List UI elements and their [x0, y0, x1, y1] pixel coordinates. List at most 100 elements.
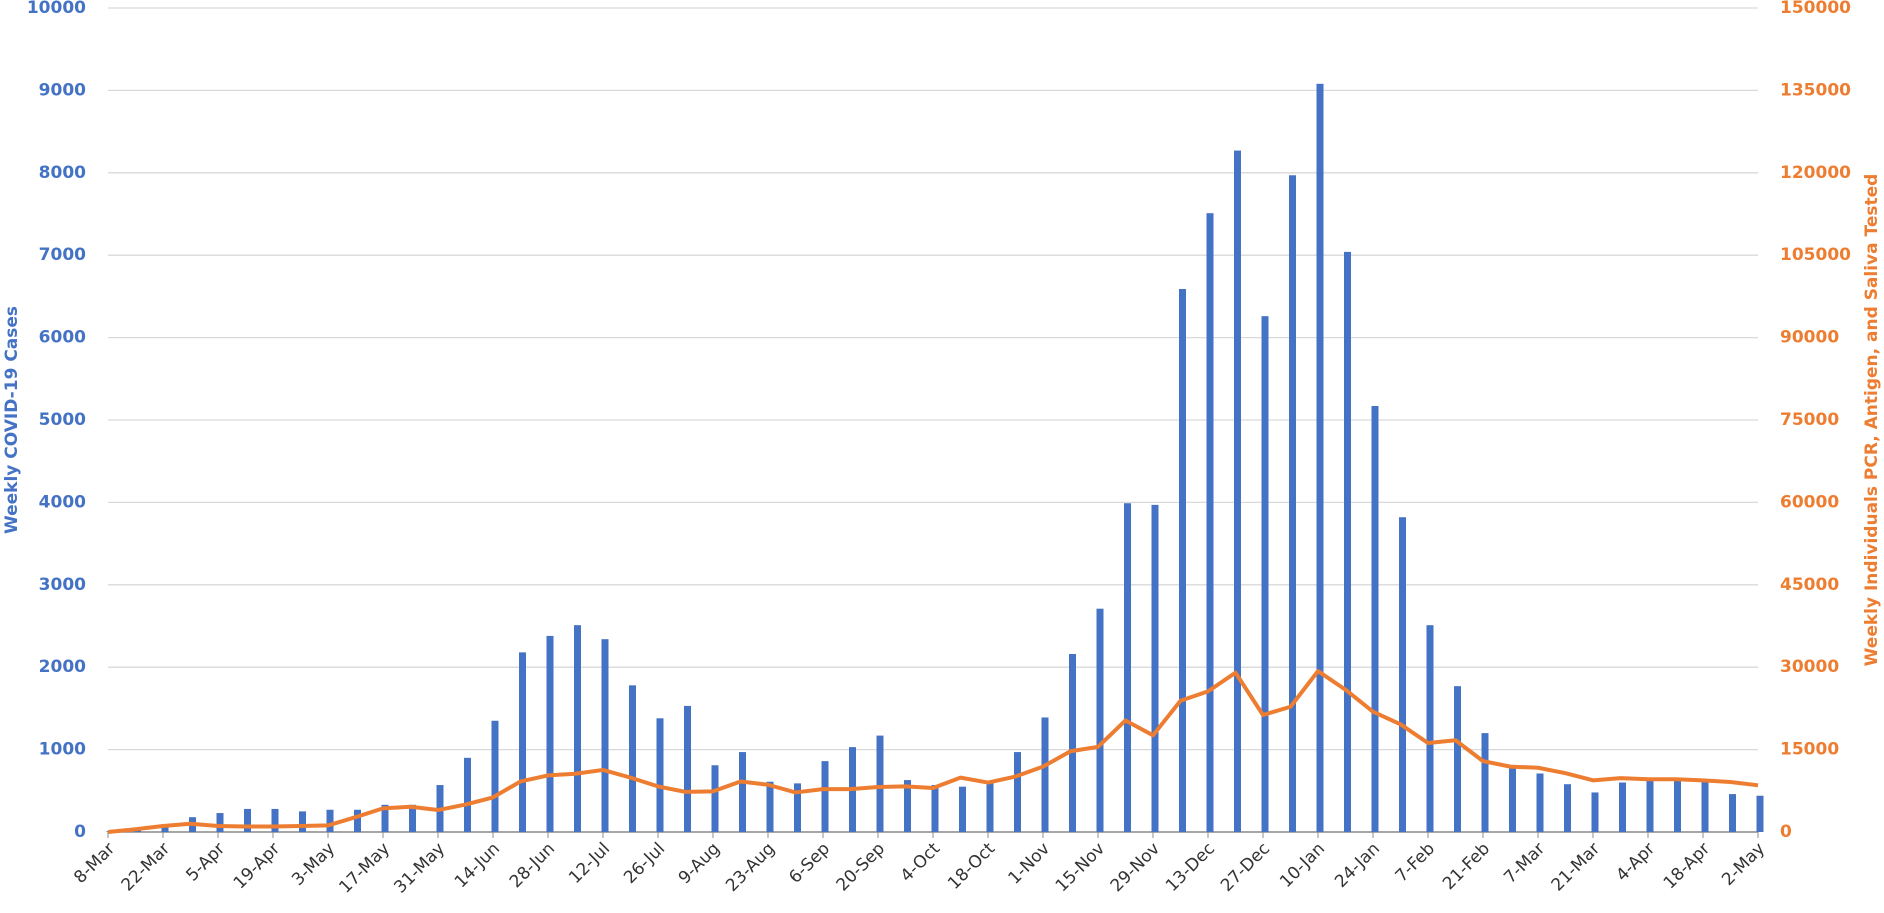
x-tick-label: 22-Mar	[118, 839, 174, 895]
y2-tick-label: 0	[1780, 822, 1792, 842]
y2-tick-label: 120000	[1780, 163, 1851, 183]
bar	[1289, 175, 1296, 833]
bar	[1674, 777, 1681, 832]
bar	[244, 808, 251, 832]
x-tick-label: 13-Dec	[1162, 839, 1219, 896]
x-tick-label: 27-Dec	[1217, 839, 1274, 896]
y2-axis-title: Weekly Individuals PCR, Antigen, and Sal…	[1862, 174, 1882, 667]
bar	[134, 830, 141, 832]
bar	[1701, 781, 1709, 832]
bar	[684, 705, 691, 832]
x-tick-label: 28-Jun	[506, 839, 559, 892]
y-tick-label: 0	[74, 822, 86, 842]
bar	[656, 718, 664, 832]
bar	[931, 785, 939, 832]
x-tick-label: 1-Nov	[1004, 839, 1054, 889]
x-tick-label: 17-May	[335, 839, 394, 898]
bar	[739, 752, 746, 832]
bar	[1124, 503, 1131, 832]
x-tick-label: 20-Sep	[833, 839, 889, 895]
bar	[1096, 608, 1104, 832]
bar	[519, 652, 526, 832]
bar	[491, 720, 499, 832]
bar	[1399, 517, 1406, 832]
x-tick-label: 21-Mar	[1548, 839, 1604, 895]
bar	[326, 809, 334, 832]
x-tick-label: 21-Feb	[1439, 839, 1494, 894]
bar	[1591, 792, 1599, 832]
bar	[904, 780, 911, 832]
y-tick-label: 5000	[39, 410, 86, 430]
bar	[1151, 504, 1159, 832]
bar	[876, 735, 884, 832]
x-tick-label: 24-Jan	[1331, 839, 1384, 892]
x-tick-label: 23-Aug	[722, 839, 779, 896]
y2-tick-label: 135000	[1780, 80, 1851, 100]
bar	[161, 825, 169, 832]
y-tick-label: 10000	[27, 0, 86, 18]
bar	[409, 804, 416, 832]
y-tick-label: 6000	[39, 328, 86, 348]
bar	[1041, 717, 1049, 832]
bar	[766, 781, 774, 832]
y2-tick-label: 75000	[1780, 410, 1839, 430]
bar	[381, 804, 389, 832]
x-tick-label: 4-Oct	[897, 839, 944, 886]
y2-tick-label: 150000	[1780, 0, 1851, 18]
bar	[574, 625, 581, 832]
bar	[1261, 316, 1269, 832]
bar	[1069, 654, 1076, 832]
y-tick-label: 7000	[39, 245, 86, 265]
bar	[959, 786, 966, 832]
bar	[1014, 752, 1021, 832]
x-tick-label: 6-Sep	[785, 839, 834, 888]
x-tick-label: 12-Jul	[565, 839, 614, 888]
bar	[601, 639, 609, 832]
bar	[1536, 773, 1544, 832]
bar	[271, 808, 279, 832]
x-tick-label: 18-Oct	[944, 839, 999, 894]
x-tick-label: 5-Apr	[182, 839, 229, 886]
y2-tick-label: 15000	[1780, 740, 1839, 760]
x-tick-label: 18-Apr	[1660, 839, 1714, 893]
y-tick-label: 3000	[39, 575, 86, 595]
y2-tick-label: 45000	[1780, 575, 1839, 595]
bar	[1756, 795, 1764, 832]
x-tick-label: 8-Mar	[70, 839, 119, 888]
y-tick-label: 9000	[39, 80, 86, 100]
bar	[216, 813, 224, 832]
y2-tick-label: 90000	[1780, 328, 1839, 348]
bar	[986, 783, 994, 832]
x-tick-label: 29-Nov	[1107, 839, 1164, 896]
bar	[1454, 686, 1461, 832]
x-tick-label: 19-Apr	[230, 839, 284, 893]
bar	[1316, 83, 1324, 833]
bar	[794, 783, 801, 832]
bar	[1481, 733, 1489, 832]
x-tick-label: 14-Jun	[451, 839, 504, 892]
bar	[1371, 405, 1379, 832]
line	[107, 669, 1759, 834]
x-tick-label: 7-Mar	[1500, 839, 1549, 888]
bar	[1344, 251, 1351, 833]
bar	[1646, 780, 1654, 832]
y2-tick-label: 105000	[1780, 245, 1851, 265]
y2-tick-label: 60000	[1780, 492, 1839, 512]
bar	[464, 757, 471, 832]
bar	[1564, 784, 1571, 832]
bar	[629, 685, 636, 832]
bar	[354, 809, 361, 832]
x-tick-label: 15-Nov	[1052, 839, 1109, 896]
x-tick-label: 3-May	[288, 839, 339, 890]
bar	[1234, 150, 1241, 832]
x-tick-label: 9-Aug	[675, 839, 724, 888]
x-tick-label: 2-May	[1718, 839, 1769, 890]
bar	[1729, 794, 1736, 832]
bar	[1619, 782, 1626, 832]
y-tick-label: 8000	[39, 163, 86, 183]
bar	[299, 811, 306, 832]
y-tick-label: 2000	[39, 657, 86, 677]
bar	[546, 635, 554, 832]
bar	[711, 765, 719, 832]
